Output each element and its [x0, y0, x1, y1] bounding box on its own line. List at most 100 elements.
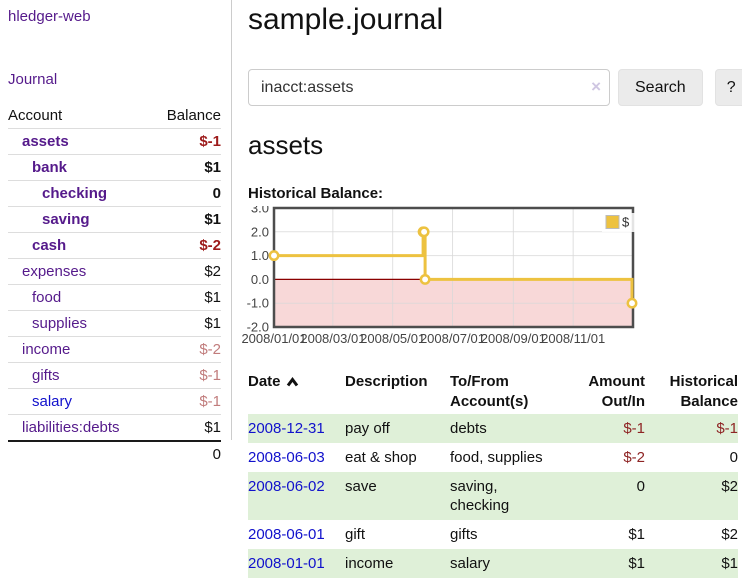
account-row: supplies $1 [8, 310, 221, 337]
register-table: Date Description To/From Account(s) Amoun… [248, 370, 738, 578]
transaction-amount: $-2 [623, 449, 645, 466]
page-title: sample.journal [248, 3, 444, 36]
transaction-row: 2008-06-02 save saving, checking 0 $2 [248, 472, 738, 520]
account-link[interactable]: income [22, 341, 71, 358]
transaction-description: gift [345, 526, 366, 543]
register-header-date[interactable]: Date [248, 370, 345, 414]
account-row: income $-2 [8, 336, 221, 363]
account-row: saving $1 [8, 206, 221, 233]
account-balance: $-1 [151, 128, 221, 155]
x-axis-tick-label: 2008/07/01 [420, 331, 485, 346]
account-link[interactable]: food [32, 289, 62, 306]
transaction-row: 2008-01-01 income salary $1 $1 [248, 549, 738, 578]
app-brand-link[interactable]: hledger-web [8, 8, 91, 25]
transaction-accounts: debts [450, 420, 487, 437]
account-balance: 0 [151, 180, 221, 207]
x-axis-tick-label: 2008/05/01 [360, 331, 425, 346]
account-balance: $-1 [151, 388, 221, 415]
accounts-total-balance: 0 [151, 440, 221, 467]
account-link[interactable]: saving [42, 211, 90, 228]
transaction-balance: $2 [721, 526, 738, 543]
x-axis-tick-label: 2008/09/01 [481, 331, 546, 346]
main-content: sample.journal × Search ? assets Histori… [232, 0, 742, 578]
sidebar: hledger-web Journal Account Balance asse… [0, 0, 232, 467]
x-axis-tick-label: 2008/01/01 [241, 331, 306, 346]
transaction-date-link[interactable]: 2008-01-01 [248, 555, 325, 572]
account-row: bank $1 [8, 154, 221, 181]
transaction-balance: 0 [729, 449, 738, 466]
account-row: checking 0 [8, 180, 221, 207]
account-link[interactable]: assets [22, 133, 69, 150]
transaction-accounts: food, supplies [450, 449, 543, 466]
y-axis-tick-label: 2.0 [251, 224, 269, 239]
account-row: salary $-1 [8, 388, 221, 415]
account-balance: $1 [151, 310, 221, 337]
account-balance: $-2 [151, 336, 221, 363]
transaction-balance: $-1 [716, 420, 738, 437]
accounts-header-account: Account [8, 107, 63, 124]
accounts-total-row: 0 [8, 440, 221, 467]
register-header-row: Date Description To/From Account(s) Amoun… [248, 370, 738, 414]
data-point-marker [418, 226, 430, 238]
account-balance: $2 [151, 258, 221, 285]
account-link[interactable]: bank [32, 159, 68, 176]
x-axis-tick-label: 2008/03/01 [300, 331, 365, 346]
transaction-amount: $-1 [623, 420, 645, 437]
y-axis-tick-label: 1.0 [251, 248, 269, 263]
data-point-marker [419, 273, 431, 285]
account-link[interactable]: supplies [32, 315, 88, 332]
help-button[interactable]: ? [714, 69, 742, 106]
data-point-marker [626, 297, 638, 309]
account-balance: $1 [151, 206, 221, 233]
account-balance: $1 [151, 414, 221, 441]
account-balance: $1 [151, 154, 221, 181]
transaction-date-link[interactable]: 2008-06-03 [248, 449, 325, 466]
sidebar-item-journal[interactable]: Journal [8, 71, 58, 88]
register-header-balance: Historical Balance [669, 373, 738, 410]
transaction-description: save [345, 478, 377, 495]
account-link[interactable]: expenses [22, 263, 87, 280]
accounts-table: Account Balance assets $-1 bank $1 checking 0… [8, 103, 221, 467]
historical-balance-chart: $3.0 2.0 1.0 0.0 -1.0 -2.0 2008/01/01 2008/03/0… [240, 201, 740, 351]
register-table-body: 2008-12-31 pay off debts $-1 $-1 2008-06-03 ea… [248, 414, 738, 578]
accounts-header-balance: Balance [166, 107, 221, 124]
register-header-description: Description [345, 373, 428, 390]
chart-heading: Historical Balance: [248, 185, 384, 202]
y-axis-tick-label: 3.0 [251, 206, 269, 216]
account-balance: $-2 [151, 232, 221, 259]
data-point-marker [268, 250, 280, 262]
transaction-accounts: saving, checking [450, 478, 510, 514]
transaction-date-link[interactable]: 2008-06-02 [248, 478, 325, 495]
account-link[interactable]: checking [42, 185, 108, 202]
account-row: gifts $-1 [8, 362, 221, 389]
account-balance: $-1 [151, 362, 221, 389]
clear-search-icon[interactable]: × [591, 77, 601, 96]
transaction-date-link[interactable]: 2008-12-31 [248, 420, 325, 437]
search-button[interactable]: Search [618, 69, 703, 106]
transaction-date-link[interactable]: 2008-06-01 [248, 526, 325, 543]
legend-swatch [605, 215, 620, 229]
account-link[interactable]: cash [32, 237, 67, 254]
account-link[interactable]: liabilities:debts [22, 419, 120, 436]
x-axis-tick-label: 2008/11/01 [541, 331, 605, 346]
legend-label: $ [622, 215, 630, 230]
transaction-description: income [345, 555, 394, 572]
accounts-header-row: Account Balance [8, 103, 221, 129]
account-row: cash $-2 [8, 232, 221, 259]
search-input[interactable] [248, 69, 610, 106]
account-link[interactable]: salary [32, 393, 73, 410]
register-header-accounts: To/From Account(s) [450, 373, 529, 410]
transaction-accounts: gifts [450, 526, 478, 543]
transaction-amount: $1 [628, 555, 645, 572]
account-row: liabilities:debts $1 [8, 414, 221, 441]
y-axis-tick-label: 0.0 [251, 272, 269, 287]
account-link[interactable]: gifts [32, 367, 60, 384]
account-row: expenses $2 [8, 258, 221, 285]
register-header-amount: Amount Out/In [588, 373, 645, 410]
account-heading: assets [248, 130, 324, 160]
accounts-table-body: assets $-1 bank $1 checking 0 saving $1 cash $-2 e… [8, 128, 221, 467]
transaction-amount: 0 [636, 478, 645, 495]
transaction-balance: $1 [721, 555, 738, 572]
account-row: food $1 [8, 284, 221, 311]
transaction-row: 2008-06-01 gift gifts $1 $2 [248, 520, 738, 549]
